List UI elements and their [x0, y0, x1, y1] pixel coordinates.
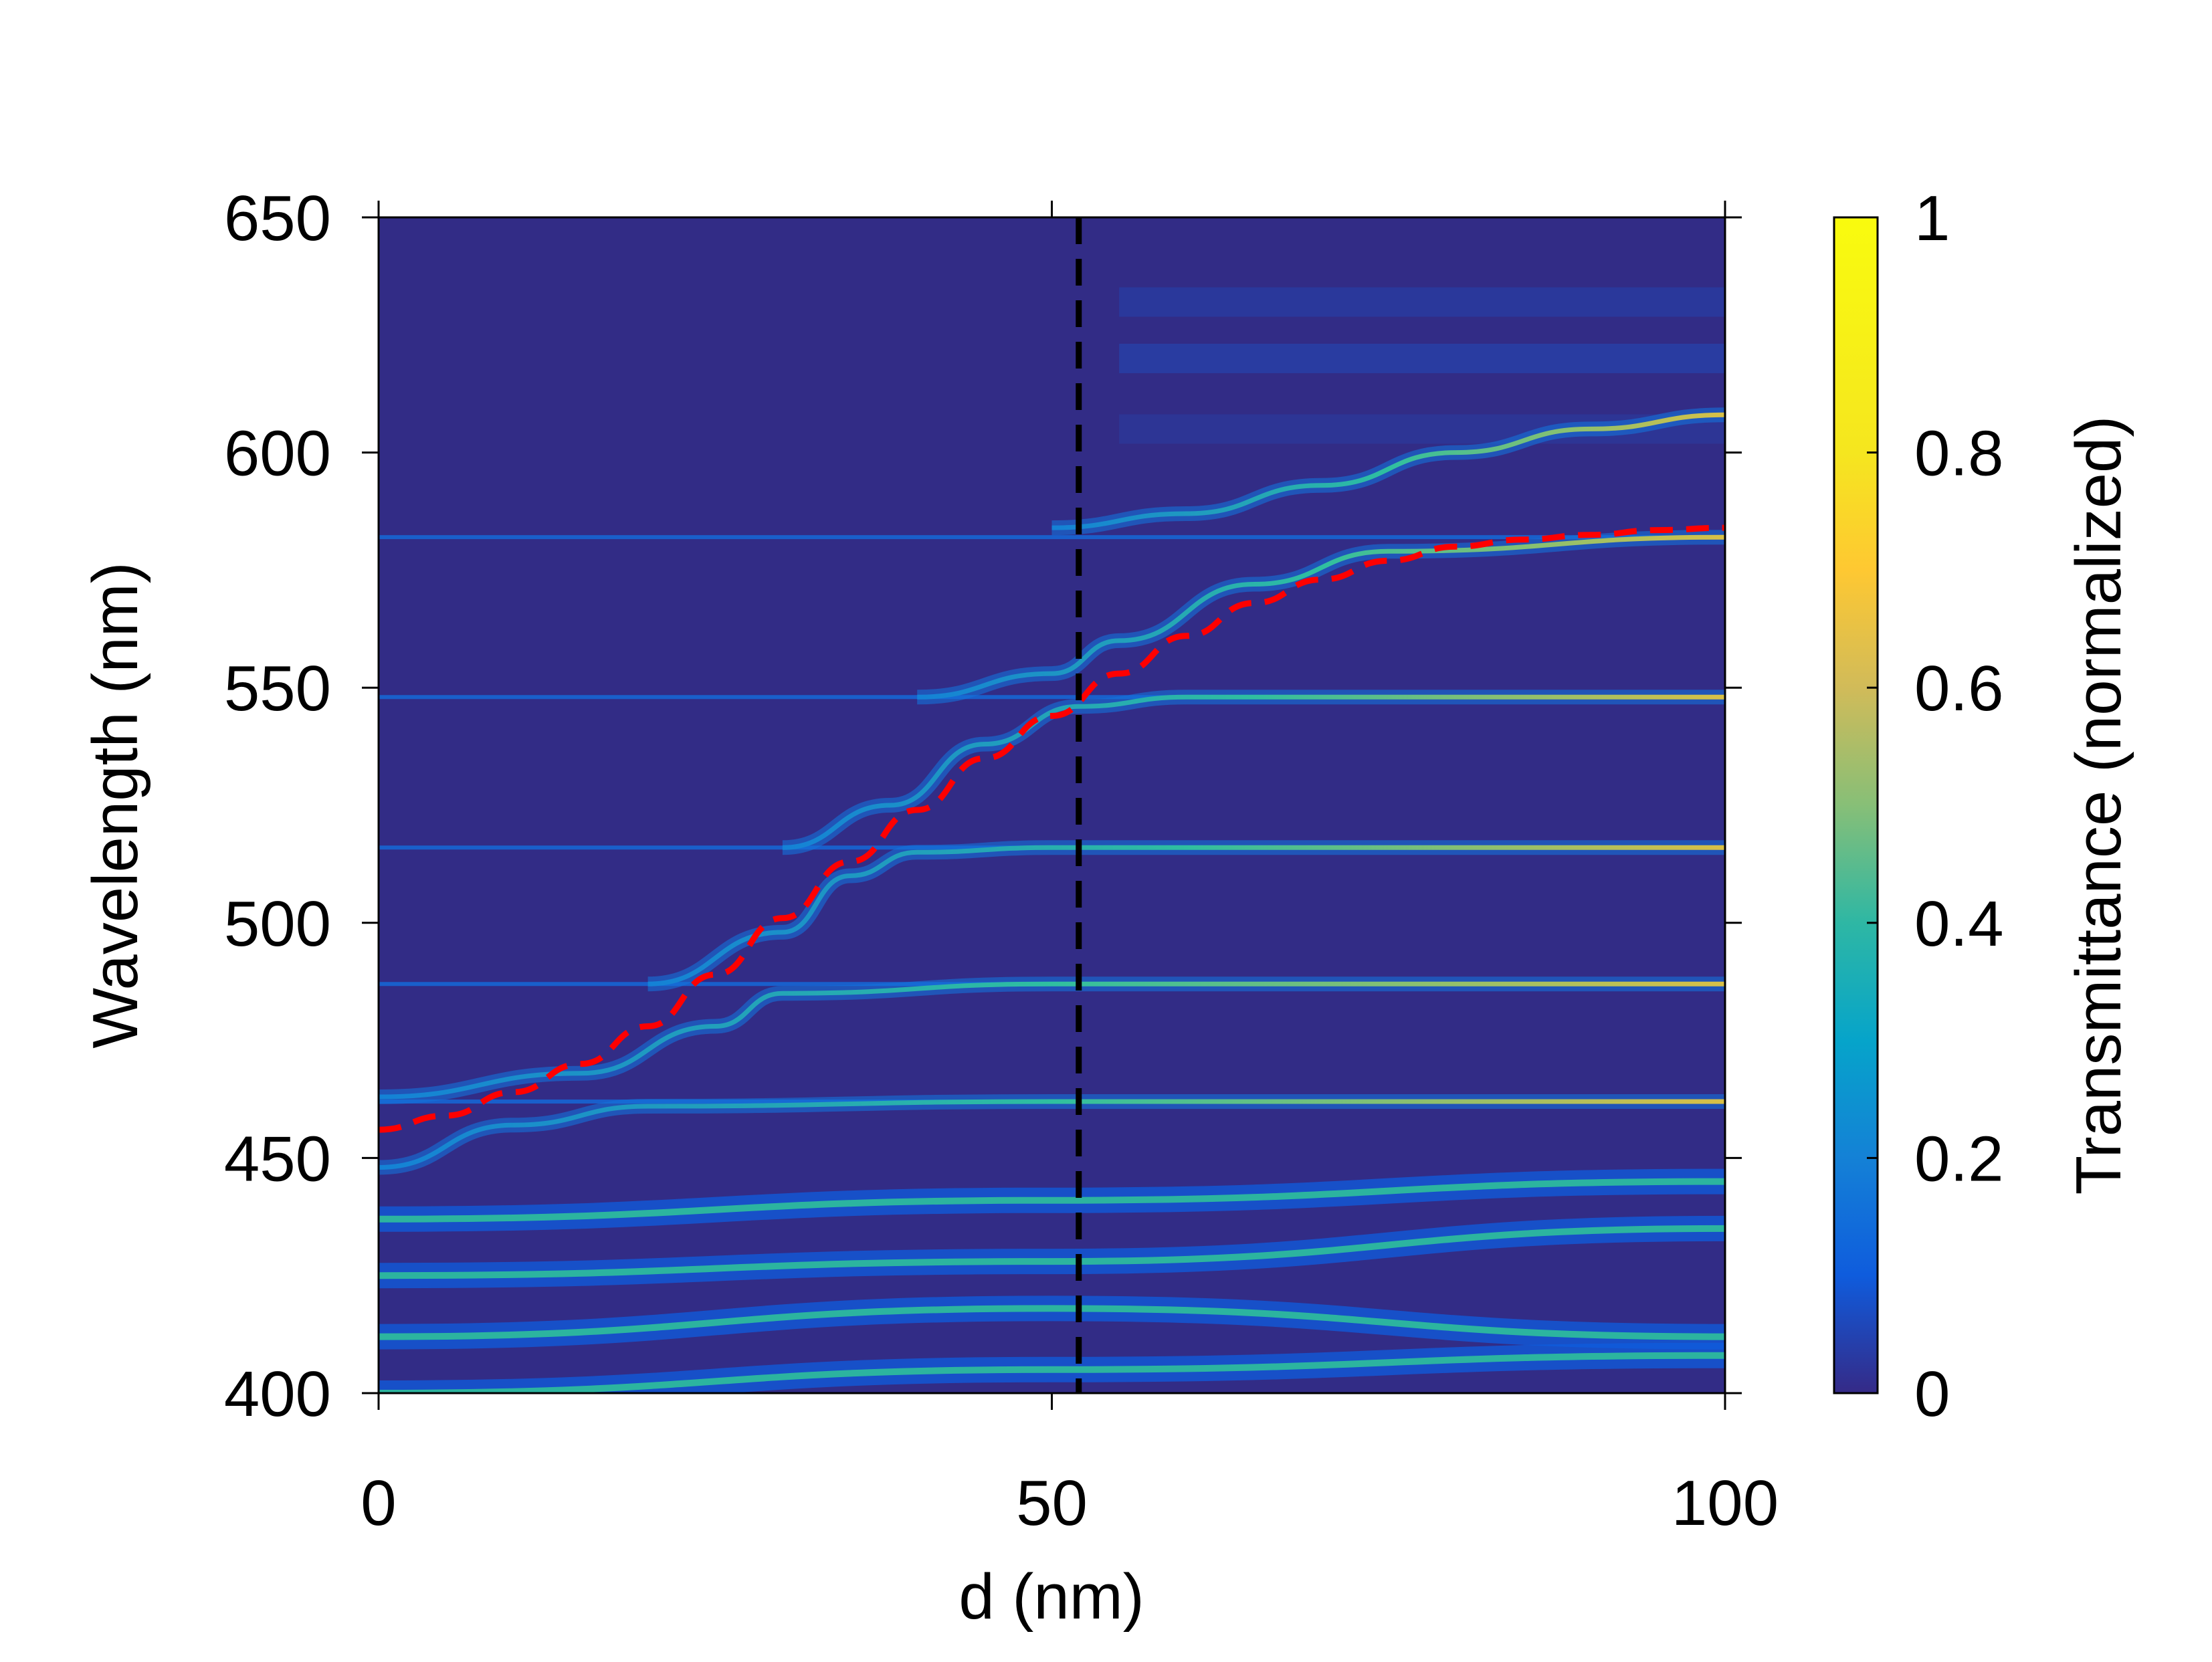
- colorbar-tick-label: 0.4: [1914, 888, 2003, 960]
- y-tick-label: 500: [224, 888, 331, 960]
- heatmap-branch: [379, 981, 1725, 1100]
- y-tick-label: 550: [224, 653, 331, 724]
- x-tick-label: 100: [1672, 1467, 1779, 1539]
- x-axis-label: d (nm): [959, 1561, 1144, 1633]
- y-tick-label: 600: [224, 418, 331, 490]
- colorbar-tick-label: 0.2: [1914, 1123, 2003, 1194]
- y-tick-label: 450: [224, 1123, 331, 1194]
- colorbar-tick-label: 0.6: [1914, 653, 2003, 724]
- colorbar-tick-label: 0: [1914, 1358, 1950, 1430]
- heatmap-branch: [1051, 412, 1725, 530]
- y-axis-label: Wavelength (nm): [80, 562, 151, 1048]
- y-tick-label: 650: [224, 183, 331, 254]
- heatmap-branch: [647, 845, 1725, 986]
- heatmap-faint-band: [1119, 343, 1725, 373]
- x-tick-label: 50: [1016, 1467, 1088, 1539]
- colorbar-ticks: 0 0.2 0.4 0.6 0.8 1: [1867, 183, 2003, 1430]
- colorbar-label: Transmittance (normalized): [2063, 416, 2134, 1195]
- colorbar-tick-label: 0.8: [1914, 418, 2003, 490]
- y-tick-label: 400: [224, 1358, 331, 1430]
- colorbar-tick-label: 1: [1914, 183, 1950, 254]
- colorbar: [1833, 216, 1879, 1394]
- heatmap-band: [379, 1178, 1725, 1223]
- heatmap-branch: [379, 1099, 1725, 1170]
- heatmap-branch: [782, 694, 1725, 850]
- axes: 0 50 100 400 450 500 550 600 650: [224, 183, 1779, 1539]
- heatmap: [379, 217, 1725, 1393]
- heatmap-band: [379, 1305, 1725, 1340]
- heatmap-band: [379, 1352, 1725, 1393]
- heatmap-band: [379, 1225, 1725, 1279]
- dashed-series-line: [379, 524, 1725, 1133]
- x-tick-label: 0: [361, 1467, 396, 1539]
- heatmap-faint-band: [1119, 287, 1725, 317]
- heatmap-branch: [917, 534, 1725, 700]
- overlay: [379, 217, 1725, 1393]
